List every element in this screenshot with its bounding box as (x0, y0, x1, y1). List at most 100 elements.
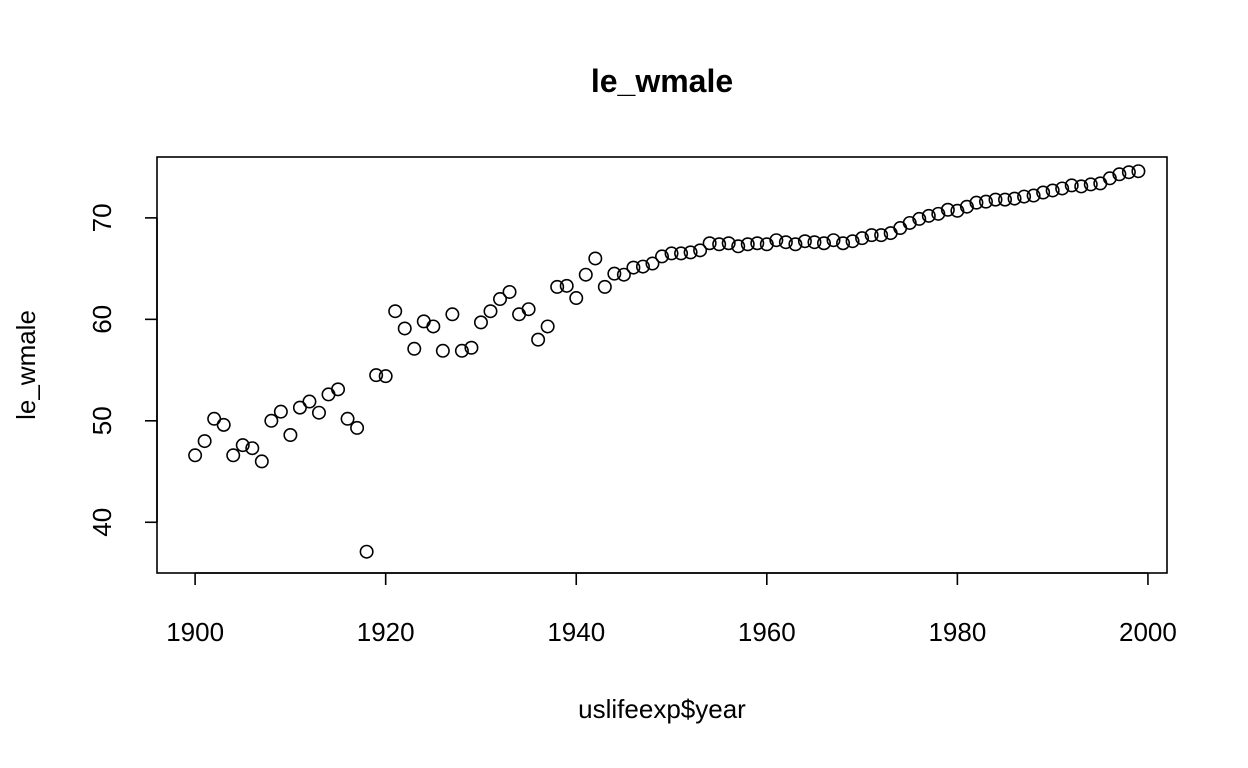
data-point (769, 233, 784, 248)
data-point (569, 291, 584, 306)
data-point (759, 237, 774, 252)
data-point (283, 428, 298, 443)
data-point (502, 284, 517, 299)
data-point (597, 279, 612, 294)
x-axis-ticks: 1900 1920 1940 1960 1980 2000 (166, 573, 1177, 647)
data-point (512, 307, 527, 322)
data-point (645, 256, 660, 271)
x-axis-label: uslifeexp$year (578, 694, 746, 724)
data-point (721, 236, 736, 251)
data-point (321, 387, 336, 402)
data-point (731, 239, 746, 254)
data-point (435, 343, 450, 358)
data-point (426, 319, 441, 334)
data-point (626, 260, 641, 275)
y-axis-label: le_wmale (11, 310, 41, 420)
data-point (1093, 176, 1108, 191)
data-point (1102, 171, 1117, 186)
y-tick-label: 70 (87, 203, 117, 232)
data-point (264, 413, 279, 428)
data-point (493, 292, 508, 307)
data-point (959, 199, 974, 214)
chart-title: le_wmale (591, 63, 733, 99)
data-point (1007, 191, 1022, 206)
data-point (378, 369, 393, 384)
data-point (921, 208, 936, 223)
data-point (778, 235, 793, 250)
data-point (540, 319, 555, 334)
data-point (826, 233, 841, 248)
data-point (864, 228, 879, 243)
data-point (635, 259, 650, 274)
data-point (845, 234, 860, 249)
data-point (550, 279, 565, 294)
y-tick-label: 60 (87, 305, 117, 334)
data-point (998, 192, 1013, 207)
data-point (254, 454, 269, 469)
data-point (1045, 183, 1060, 198)
data-point (1131, 164, 1146, 179)
data-point (416, 314, 431, 329)
data-point (616, 267, 631, 282)
data-point (216, 417, 231, 432)
data-point (712, 237, 727, 252)
data-point (407, 341, 422, 356)
x-tick-label: 1900 (166, 617, 224, 647)
data-point (940, 202, 955, 217)
data-point (473, 315, 488, 330)
data-point (797, 234, 812, 249)
data-point (1074, 179, 1089, 194)
data-point (226, 448, 241, 463)
data-point (816, 236, 831, 251)
data-point (359, 544, 374, 559)
data-points (188, 164, 1146, 559)
data-point (893, 221, 908, 236)
data-point (302, 394, 317, 409)
data-point (388, 304, 403, 319)
data-point (807, 235, 822, 250)
data-point (369, 368, 384, 383)
x-tick-label: 1920 (357, 617, 415, 647)
data-point (1036, 185, 1051, 200)
data-point (235, 438, 250, 453)
data-point (331, 382, 346, 397)
data-point (273, 404, 288, 419)
data-point (902, 215, 917, 230)
data-point (750, 236, 765, 251)
data-point (531, 332, 546, 347)
data-point (654, 249, 669, 264)
data-point (740, 237, 755, 252)
data-point (445, 307, 460, 322)
data-point (912, 211, 927, 226)
data-point (855, 231, 870, 246)
x-tick-label: 1940 (547, 617, 605, 647)
data-point (397, 321, 412, 336)
data-point (311, 405, 326, 420)
plot-frame (156, 156, 1168, 574)
data-point (483, 304, 498, 319)
y-tick-label: 50 (87, 406, 117, 435)
data-point (464, 340, 479, 355)
data-point (950, 203, 965, 218)
y-tick-label: 40 (87, 508, 117, 537)
x-tick-label: 1980 (928, 617, 986, 647)
data-point (1083, 177, 1098, 192)
data-point (931, 206, 946, 221)
data-point (1055, 181, 1070, 196)
data-point (988, 192, 1003, 207)
data-point (836, 236, 851, 251)
data-point (454, 343, 469, 358)
data-point (1112, 167, 1127, 182)
data-point (197, 434, 212, 449)
data-point (978, 194, 993, 209)
data-point (702, 236, 717, 251)
data-point (1026, 188, 1041, 203)
data-point (1017, 189, 1032, 204)
data-point (1121, 165, 1136, 180)
data-point (788, 237, 803, 252)
data-point (683, 245, 698, 260)
data-point (578, 267, 593, 282)
data-point (588, 251, 603, 266)
data-point (664, 246, 679, 261)
